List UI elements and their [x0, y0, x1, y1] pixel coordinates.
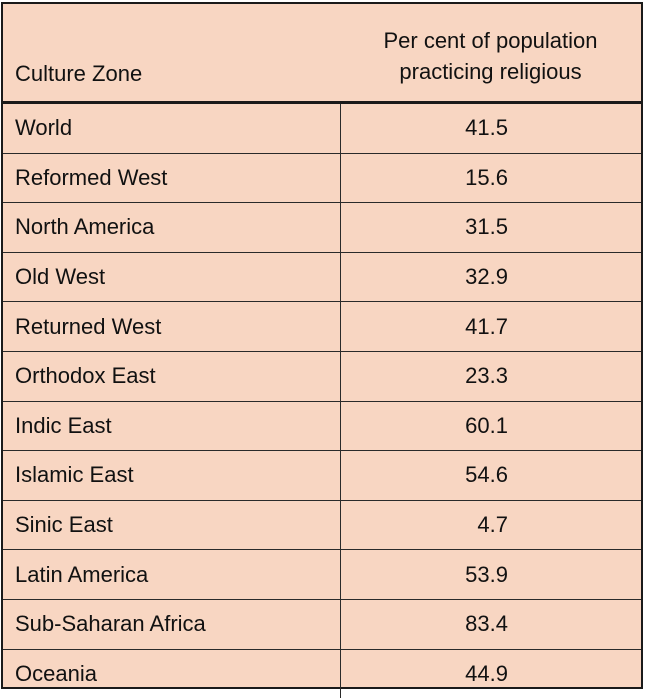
- data-table: Culture Zone Per cent of population prac…: [3, 4, 641, 699]
- religious-practice-table: Culture Zone Per cent of population prac…: [1, 2, 643, 699]
- percent-cell: 23.3: [340, 350, 641, 402]
- header-culture-zone: Culture Zone: [3, 4, 340, 104]
- culture-zone-cell: Orthodox East: [3, 350, 341, 402]
- header-percent-practicing: Per cent of population practicing religi…: [340, 4, 641, 104]
- percent-cell: 15.6: [340, 152, 641, 203]
- table-row: Latin America 53.9: [3, 549, 641, 600]
- percent-cell: 54.6: [340, 450, 641, 501]
- table-row: Orthodox East 23.3: [3, 350, 641, 402]
- table-row: Reformed West 15.6: [3, 152, 641, 203]
- culture-zone-cell: Old West: [3, 251, 341, 302]
- table-row: Returned West 41.7: [3, 301, 641, 352]
- table-row: Sub-Saharan Africa 83.4: [3, 598, 641, 650]
- percent-cell: 60.1: [340, 400, 641, 451]
- header-percent-line-2: practicing religious: [399, 59, 582, 84]
- percent-cell: 32.9: [340, 251, 641, 302]
- culture-zone-cell: Latin America: [3, 549, 341, 600]
- percent-cell: 53.9: [340, 549, 641, 600]
- percent-cell: 41.5: [465, 115, 508, 141]
- percent-cell: 31.5: [340, 202, 641, 253]
- percent-cell: 4.7: [340, 499, 641, 550]
- header-row: Culture Zone Per cent of population prac…: [3, 4, 641, 104]
- percent-cell: 44.9: [340, 648, 641, 699]
- table-row: North America 31.5: [3, 202, 641, 253]
- culture-zone-cell: North America: [3, 202, 341, 253]
- table-body: World 41.5 Reformed West 15.6 North Amer…: [3, 102, 641, 699]
- percent-cell: 83.4: [340, 598, 641, 650]
- table-row: Islamic East 54.6: [3, 450, 641, 501]
- culture-zone-cell: Indic East: [3, 400, 341, 451]
- table-row: Oceania 44.9: [3, 648, 641, 699]
- culture-zone-cell: Sub-Saharan Africa: [3, 598, 341, 650]
- culture-zone-cell: Reformed West: [3, 152, 341, 203]
- culture-zone-cell: World: [3, 102, 341, 154]
- percent-cell: 41.7: [340, 301, 641, 352]
- table-row: Indic East 60.1: [3, 400, 641, 451]
- table-row: Sinic East 4.7: [3, 499, 641, 550]
- culture-zone-cell: Oceania: [3, 648, 341, 699]
- table-row: Old West 32.9: [3, 251, 641, 302]
- table-row: World 41.5: [3, 102, 641, 154]
- table-header: Culture Zone Per cent of population prac…: [3, 4, 641, 104]
- culture-zone-cell: Islamic East: [3, 450, 341, 501]
- culture-zone-cell: Returned West: [3, 301, 341, 352]
- header-percent-line-1: Per cent of population: [383, 28, 598, 53]
- culture-zone-cell: Sinic East: [3, 499, 341, 550]
